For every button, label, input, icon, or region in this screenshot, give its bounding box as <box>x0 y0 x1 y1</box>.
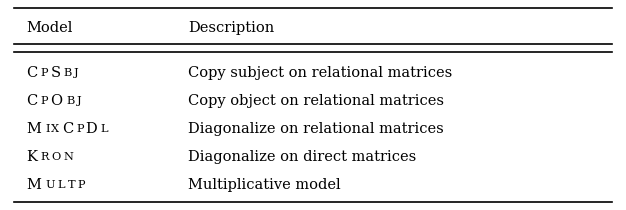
Text: C: C <box>26 66 38 80</box>
Text: Model: Model <box>26 21 73 35</box>
Text: O: O <box>51 94 63 108</box>
Text: O: O <box>51 152 61 162</box>
Text: Diagonalize on direct matrices: Diagonalize on direct matrices <box>188 150 417 164</box>
Text: P: P <box>41 68 48 78</box>
Text: X: X <box>51 124 59 134</box>
Text: D: D <box>86 122 98 136</box>
Text: N: N <box>63 152 73 162</box>
Text: M: M <box>26 122 41 136</box>
Text: P: P <box>77 180 85 190</box>
Text: I: I <box>46 124 50 134</box>
Text: L: L <box>101 124 108 134</box>
Text: R: R <box>41 152 49 162</box>
Text: U: U <box>46 180 55 190</box>
Text: B: B <box>66 96 74 106</box>
Text: J: J <box>74 68 79 78</box>
Text: Copy object on relational matrices: Copy object on relational matrices <box>188 94 444 108</box>
Text: C: C <box>26 94 38 108</box>
Text: B: B <box>63 68 72 78</box>
Text: Copy subject on relational matrices: Copy subject on relational matrices <box>188 66 453 80</box>
Text: L: L <box>58 180 65 190</box>
Text: T: T <box>68 180 75 190</box>
Text: S: S <box>51 66 61 80</box>
Text: Multiplicative model: Multiplicative model <box>188 178 341 192</box>
Text: C: C <box>61 122 73 136</box>
Text: Description: Description <box>188 21 275 35</box>
Text: J: J <box>77 96 81 106</box>
Text: P: P <box>41 96 48 106</box>
Text: Diagonalize on relational matrices: Diagonalize on relational matrices <box>188 122 444 136</box>
Text: M: M <box>26 178 41 192</box>
Text: K: K <box>26 150 38 164</box>
Text: P: P <box>76 124 84 134</box>
